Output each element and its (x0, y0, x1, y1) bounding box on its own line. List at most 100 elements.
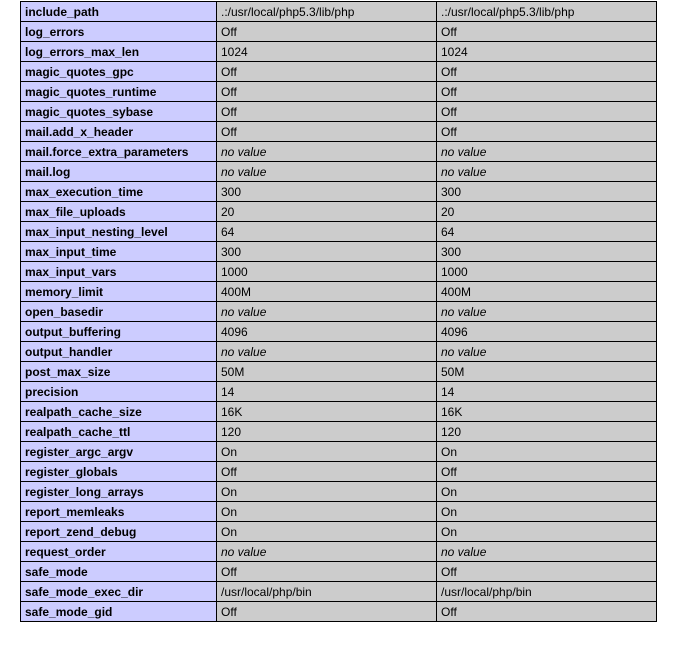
local-value: Off (216, 101, 437, 122)
config-row: mail.log no value no value (20, 161, 657, 182)
local-value: Off (216, 121, 437, 142)
config-row: mail.force_extra_parameters no value no va… (20, 141, 657, 162)
local-value: 4096 (216, 321, 437, 342)
master-value: 16K (436, 401, 657, 422)
master-value: On (436, 481, 657, 502)
config-row: realpath_cache_ttl 120 120 (20, 421, 657, 442)
directive-name: realpath_cache_size (20, 401, 217, 422)
master-value: 50M (436, 361, 657, 382)
directive-name: mail.log (20, 161, 217, 182)
master-value: Off (436, 601, 657, 622)
local-value: 400M (216, 281, 437, 302)
config-row: magic_quotes_gpc Off Off (20, 61, 657, 82)
local-value: 300 (216, 181, 437, 202)
directive-name: max_input_nesting_level (20, 221, 217, 242)
master-value: On (436, 441, 657, 462)
config-row: safe_mode_exec_dir/usr/local/php/bin/usr… (20, 581, 657, 602)
local-value: Off (216, 21, 437, 42)
directive-name: log_errors (20, 21, 217, 42)
local-value: Off (216, 561, 437, 582)
config-row: magic_quotes_runtime Off Off (20, 81, 657, 102)
master-value: 1024 (436, 41, 657, 62)
master-value: no value (436, 341, 657, 362)
local-value: Off (216, 81, 437, 102)
master-value: no value (436, 301, 657, 322)
master-value: Off (436, 61, 657, 82)
master-value: no value (436, 541, 657, 562)
master-value: 300 (436, 181, 657, 202)
master-value: 14 (436, 381, 657, 402)
master-value: On (436, 501, 657, 522)
local-value: 20 (216, 201, 437, 222)
config-row: register_globals Off Off (20, 461, 657, 482)
directive-name: output_handler (20, 341, 217, 362)
directive-name: register_long_arrays (20, 481, 217, 502)
master-value: 120 (436, 421, 657, 442)
directive-name: precision (20, 381, 217, 402)
config-row: report_memleaks On On (20, 501, 657, 522)
config-row: post_max_size 50M 50M (20, 361, 657, 382)
local-value: 14 (216, 381, 437, 402)
master-value: Off (436, 561, 657, 582)
config-row: safe_mode_gid Off Off (20, 601, 657, 622)
master-value: no value (436, 161, 657, 182)
config-row: precision 14 14 (20, 381, 657, 402)
config-row: magic_quotes_sybase Off Off (20, 101, 657, 122)
config-row: max_input_vars 1000 1000 (20, 261, 657, 282)
local-value: 16K (216, 401, 437, 422)
directive-name: log_errors_max_len (20, 41, 217, 62)
local-value: no value (216, 341, 437, 362)
directive-name: open_basedir (20, 301, 217, 322)
config-row: memory_limit 400M 400M (20, 281, 657, 302)
directive-name: magic_quotes_sybase (20, 101, 217, 122)
local-value: no value (216, 541, 437, 562)
directive-name: max_execution_time (20, 181, 217, 202)
directive-name: register_globals (20, 461, 217, 482)
config-row: log_errors Off Off (20, 21, 657, 42)
config-row: max_file_uploads 20 20 (20, 201, 657, 222)
config-row: report_zend_debug On On (20, 521, 657, 542)
directive-name: report_zend_debug (20, 521, 217, 542)
config-table: include_path .:/usr/local/php5.3/lib/php.… (20, 1, 657, 622)
local-value: Off (216, 461, 437, 482)
local-value: no value (216, 161, 437, 182)
config-row: register_long_arrays On On (20, 481, 657, 502)
local-value: On (216, 521, 437, 542)
table-body: include_path .:/usr/local/php5.3/lib/php.… (20, 1, 657, 622)
directive-name: magic_quotes_runtime (20, 81, 217, 102)
local-value: 50M (216, 361, 437, 382)
local-value: On (216, 501, 437, 522)
config-row: safe_mode Off Off (20, 561, 657, 582)
directive-name: request_order (20, 541, 217, 562)
local-value: On (216, 481, 437, 502)
master-value: /usr/local/php/bin (436, 581, 657, 602)
directive-name: register_argc_argv (20, 441, 217, 462)
config-row: realpath_cache_size 16K 16K (20, 401, 657, 422)
config-row: open_basedir no value no value (20, 301, 657, 322)
config-row: log_errors_max_len 1024 1024 (20, 41, 657, 62)
config-row: output_handler no value no value (20, 341, 657, 362)
config-row: output_buffering 4096 4096 (20, 321, 657, 342)
local-value: Off (216, 601, 437, 622)
directive-name: report_memleaks (20, 501, 217, 522)
config-row: max_input_nesting_level 64 64 (20, 221, 657, 242)
local-value: Off (216, 61, 437, 82)
master-value: 64 (436, 221, 657, 242)
local-value: 64 (216, 221, 437, 242)
local-value: 1024 (216, 41, 437, 62)
config-row: max_input_time 300 300 (20, 241, 657, 262)
directive-name: mail.force_extra_parameters (20, 141, 217, 162)
master-value: Off (436, 461, 657, 482)
local-value: 300 (216, 241, 437, 262)
config-row: request_order no value no value (20, 541, 657, 562)
directive-name: post_max_size (20, 361, 217, 382)
local-value: no value (216, 141, 437, 162)
config-row: max_execution_time 300 300 (20, 181, 657, 202)
local-value: 1000 (216, 261, 437, 282)
directive-name: output_buffering (20, 321, 217, 342)
directive-name: magic_quotes_gpc (20, 61, 217, 82)
master-value: 400M (436, 281, 657, 302)
local-value: 120 (216, 421, 437, 442)
directive-name: memory_limit (20, 281, 217, 302)
